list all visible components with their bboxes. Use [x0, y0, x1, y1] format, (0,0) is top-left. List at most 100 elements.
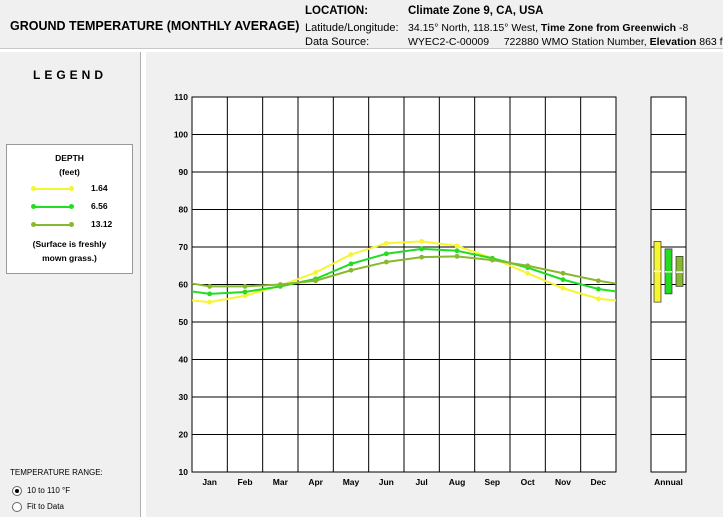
- x-tick-label: Dec: [591, 477, 607, 487]
- chart-area: 10 20 30 40 50 60 70 80 90 100 110 Jan Feb Mar Apr May J…: [146, 52, 723, 517]
- legend-unit-label: (feet): [59, 167, 80, 177]
- data-point: [207, 291, 213, 297]
- series-line: [191, 247, 617, 295]
- x-tick-label: Nov: [555, 477, 571, 487]
- data-point: [383, 251, 389, 257]
- x-tick-label: Feb: [237, 477, 252, 487]
- x-tick-label: Jun: [379, 477, 394, 487]
- data-point: [419, 238, 425, 244]
- page-title: GROUND TEMPERATURE (MONTHLY AVERAGE): [10, 19, 300, 33]
- legend-item: 13.12: [7, 219, 132, 231]
- wmo-value: 722880 WMO Station Number,: [503, 36, 647, 48]
- data-point: [207, 283, 213, 289]
- legend-dot: [31, 204, 36, 209]
- data-point: [348, 261, 354, 267]
- legend-dot: [69, 186, 74, 191]
- series-line: [191, 240, 617, 304]
- y-tick-label: 60: [179, 280, 189, 290]
- x-tick-label: Apr: [308, 477, 323, 487]
- x-tick-label: Sep: [485, 477, 501, 487]
- legend-swatch: [33, 188, 71, 190]
- data-point: [277, 282, 283, 287]
- data-point: [207, 299, 213, 305]
- y-tick-label: 70: [179, 242, 189, 252]
- data-point: [454, 248, 460, 254]
- legend-swatch: [33, 224, 71, 226]
- legend-title: LEGEND: [32, 68, 107, 82]
- y-tick-label: 50: [179, 317, 189, 327]
- legend-dot: [31, 222, 36, 227]
- y-tick-label: 90: [179, 167, 189, 177]
- y-tick-label: 30: [179, 392, 189, 402]
- x-tick-label: Oct: [521, 477, 535, 487]
- x-tick-label: Aug: [449, 477, 466, 487]
- legend-dot: [69, 222, 74, 227]
- y-tick-label: 40: [179, 355, 189, 365]
- y-tick-label: 10: [179, 467, 189, 477]
- x-tick-label: May: [343, 477, 360, 487]
- y-tick-label: 100: [174, 130, 188, 140]
- data-point: [489, 257, 495, 263]
- data-point: [560, 270, 566, 276]
- range-option-fit-label[interactable]: Fit to Data: [27, 502, 64, 511]
- data-point: [348, 267, 354, 273]
- data-point: [595, 278, 601, 284]
- legend-swatch: [33, 206, 71, 208]
- source-label: Data Source:: [305, 36, 370, 48]
- x-tick-label: Jul: [416, 477, 428, 487]
- elevation-value: 863 ft: [699, 36, 723, 48]
- header-bar: GROUND TEMPERATURE (MONTHLY AVERAGE) LOC…: [0, 0, 723, 49]
- source-info: WYEC2-C-00009 722880 WMO Station Number,…: [408, 36, 723, 48]
- legend-note-line1: (Surface is freshly: [32, 239, 107, 249]
- legend-box: DEPTH (feet) 1.64 6.56 13.12 (Surface is…: [6, 144, 133, 274]
- data-point: [419, 254, 425, 260]
- annual-label: Annual: [654, 477, 683, 487]
- range-option-fixed-label[interactable]: 10 to 110 °F: [27, 486, 71, 495]
- timezone-value: -8: [679, 22, 689, 34]
- legend-depth-label: DEPTH: [55, 153, 84, 163]
- latlon-text: 34.15° North, 118.15° West,: [408, 22, 538, 34]
- data-point: [242, 293, 248, 299]
- timezone-label: Time Zone from Greenwich: [540, 22, 677, 34]
- data-point: [525, 263, 531, 269]
- legend-item-label: 13.12: [91, 219, 113, 229]
- data-point: [560, 285, 566, 291]
- data-point: [525, 270, 531, 276]
- legend-item: 1.64: [7, 183, 132, 195]
- series-line: [191, 255, 617, 288]
- range-option-fixed-radio[interactable]: [12, 486, 22, 496]
- latlon-value: 34.15° North, 118.15° West, Time Zone fr…: [408, 22, 688, 34]
- ground-temperature-chart: 10 20 30 40 50 60 70 80 90 100 110 Jan Feb Mar Apr May J…: [174, 92, 687, 487]
- y-tick-label: 20: [179, 430, 189, 440]
- data-point: [313, 278, 319, 284]
- legend-dot: [69, 204, 74, 209]
- data-point: [595, 286, 601, 292]
- data-point: [348, 252, 354, 257]
- legend-note-line2: mown grass.): [42, 253, 97, 263]
- legend-item-label: 6.56: [91, 201, 108, 211]
- latlon-label: Latitude/Longitude:: [305, 22, 399, 34]
- data-point: [383, 259, 389, 265]
- x-tick-label: Mar: [273, 477, 289, 487]
- data-point: [242, 289, 248, 295]
- data-point: [454, 243, 460, 249]
- range-option-fit-radio[interactable]: [12, 502, 22, 512]
- data-point: [419, 246, 425, 252]
- source-value: WYEC2-C-00009: [408, 36, 490, 48]
- data-point: [595, 296, 601, 302]
- data-point: [383, 240, 389, 246]
- data-point: [242, 283, 248, 289]
- location-value: Climate Zone 9, CA, USA: [408, 5, 544, 17]
- elevation-label: Elevation: [649, 36, 697, 48]
- temperature-range-panel: TEMPERATURE RANGE: 10 to 110 °F Fit to D…: [4, 464, 132, 514]
- legend-sidebar: LEGEND DEPTH (feet) 1.64 6.56 13.12 (Sur…: [0, 52, 141, 517]
- location-label: LOCATION:: [305, 5, 369, 17]
- data-point: [313, 270, 319, 275]
- legend-dot: [31, 186, 36, 191]
- legend-item: 6.56: [7, 201, 132, 213]
- data-point: [454, 253, 460, 259]
- temperature-range-title: TEMPERATURE RANGE:: [10, 468, 103, 477]
- y-tick-label: 110: [174, 92, 188, 102]
- y-tick-label: 80: [179, 205, 189, 215]
- data-point: [560, 277, 566, 283]
